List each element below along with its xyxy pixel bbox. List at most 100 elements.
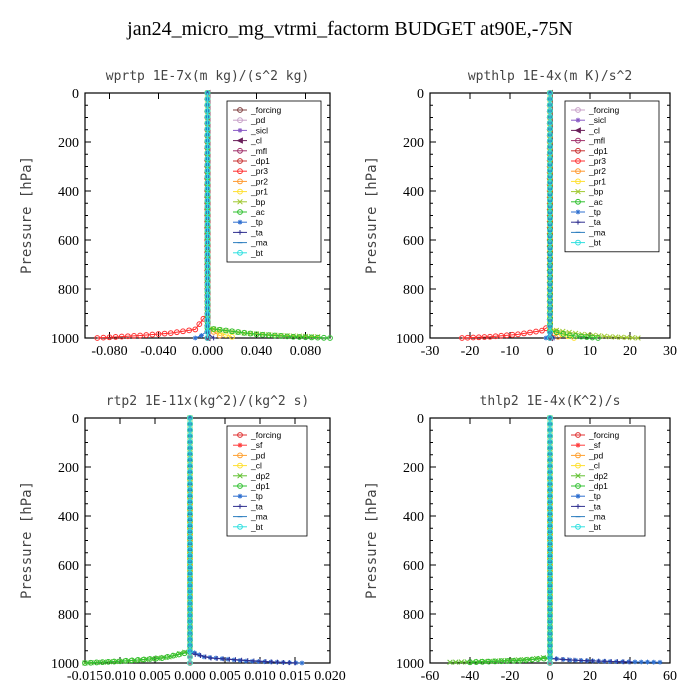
thlp2-data-point <box>657 659 663 665</box>
thlp2-data-point <box>590 658 595 664</box>
wpthlp-ytick-label: 600 <box>403 234 424 249</box>
thlp2-legend-marker <box>575 442 581 448</box>
wprtp-ytick-label: 800 <box>58 283 79 298</box>
thlp2-legend-marker <box>575 523 581 530</box>
rtp2-data-point <box>187 504 193 511</box>
thlp2-data-point <box>608 659 614 664</box>
thlp2-data-point <box>547 654 553 660</box>
wpthlp-data-point <box>547 293 553 300</box>
rtp2-data-point <box>187 564 193 571</box>
thlp2-ytick-label: 200 <box>403 461 424 476</box>
thlp2-legend-label: _dp1 <box>588 481 608 491</box>
thlp2-data-point <box>547 624 553 631</box>
wpthlp-legend-marker <box>575 147 581 154</box>
wprtp-data-point <box>204 281 211 288</box>
rtp2-series-group <box>82 415 305 666</box>
wpthlp-data-point <box>601 333 608 340</box>
thlp2-legend-marker <box>575 473 581 479</box>
rtp2-data-point <box>99 659 106 666</box>
thlp2-ytick-label: 800 <box>403 608 424 623</box>
rtp2-ytick-label: 200 <box>58 461 79 476</box>
rtp2-legend: _forcing_sf_pd_cl_dp2_dp1_tp_ta_ma_bt <box>226 425 308 537</box>
rtp2-data-point <box>187 421 193 427</box>
rtp2-series-bt-markers <box>187 415 193 666</box>
rtp2-legend-label: _ma <box>250 512 268 522</box>
thlp2-data-point <box>541 655 547 662</box>
thlp2-data-point <box>547 558 553 565</box>
thlp2-xtick-label: -20 <box>501 669 520 684</box>
rtp2-legend-marker <box>237 462 243 469</box>
wpthlp-data-point <box>578 333 585 340</box>
wprtp-data-point <box>204 311 211 317</box>
wpthlp-data-point <box>547 179 553 186</box>
thlp2-data-point <box>547 594 553 601</box>
wprtp-legend-marker <box>237 168 243 175</box>
wprtp-data-point <box>284 333 291 340</box>
rtp2-data-point <box>187 480 193 487</box>
thlp2-data-point <box>547 612 553 619</box>
rtp2-data-point <box>147 656 153 662</box>
rtp2-data-point <box>187 444 193 451</box>
wpthlp-xtick-label: -30 <box>421 344 440 359</box>
wprtp-ytick-label: 1000 <box>51 332 79 347</box>
thlp2-data-point <box>492 658 498 665</box>
wprtp-legend-label: _pr3 <box>250 166 268 176</box>
thlp2-legend-label: _cl <box>588 461 600 471</box>
wprtp-data-point <box>211 335 217 341</box>
rtp2-data-point <box>159 655 165 661</box>
wpthlp-data-point <box>509 331 516 338</box>
wprtp-data-point <box>278 333 284 339</box>
thlp2-series-bt-markers <box>547 415 553 666</box>
thlp2-data-point <box>547 516 553 523</box>
thlp2-data-point <box>547 588 553 595</box>
rtp2-data-point <box>187 594 193 601</box>
rtp2-data-point <box>187 433 193 439</box>
wpthlp-legend-marker <box>575 219 581 225</box>
wpthlp-data-point <box>547 96 553 102</box>
rtp2-data-point <box>187 474 193 481</box>
wpthlp-ytick-label: 400 <box>403 185 424 200</box>
wpthlp-legend-label: _ma <box>588 227 606 237</box>
wprtp-data-point <box>204 275 211 282</box>
wpthlp-data-point <box>527 329 533 336</box>
rtp2-data-point <box>187 648 193 654</box>
rtp2-legend-label: _tp <box>250 491 263 501</box>
rtp2-data-point <box>181 650 188 657</box>
thlp2-data-point <box>547 504 553 511</box>
thlp2-data-point <box>547 444 553 451</box>
rtp2-data-point <box>187 654 193 660</box>
wprtp-data-point <box>327 335 333 341</box>
wprtp-data-point <box>204 299 211 306</box>
wpthlp-legend-marker <box>575 198 581 205</box>
wprtp-data-point <box>290 333 297 340</box>
rtp2-data-point <box>239 657 245 663</box>
rtp2-data-point <box>187 600 193 607</box>
rtp2-legend-marker <box>237 473 243 479</box>
thlp2-legend-marker <box>575 452 581 459</box>
thlp2-data-point <box>547 534 553 541</box>
thlp2-legend-label: _forcing <box>588 430 620 440</box>
wpthlp-data-point <box>547 90 553 96</box>
wprtp-legend-marker <box>237 178 243 185</box>
wprtp-legend-marker <box>237 219 243 225</box>
wprtp-legend-label: _tp <box>250 217 263 227</box>
wpthlp-data-point <box>547 329 553 335</box>
thlp2-data-point <box>547 450 553 457</box>
thlp2-ytick-label: 1000 <box>396 657 424 672</box>
wpthlp-data-point <box>547 221 553 228</box>
wprtp-xtick-label: -0.040 <box>140 344 176 359</box>
thlp2-data-point <box>485 658 492 665</box>
wpthlp-legend-label: _bt <box>588 238 601 248</box>
thlp2-data-point <box>547 510 553 517</box>
thlp2-xtick-label: -60 <box>421 669 440 684</box>
wprtp-legend-label: _pr1 <box>250 187 268 197</box>
rtp2-data-point <box>192 652 198 657</box>
thlp2-data-point <box>452 659 459 665</box>
wpthlp-legend-label: _pr1 <box>588 176 606 186</box>
wprtp-data-point <box>320 334 327 341</box>
wpthlp-data-point <box>547 119 553 126</box>
wpthlp-ytick-label: 200 <box>403 136 424 151</box>
wprtp-data-point <box>124 333 131 340</box>
